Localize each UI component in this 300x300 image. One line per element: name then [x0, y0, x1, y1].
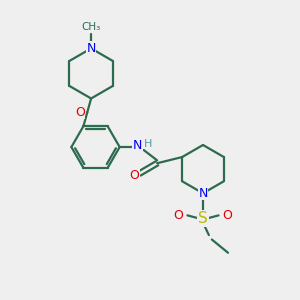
Text: O: O [223, 209, 232, 222]
Text: CH₃: CH₃ [82, 22, 101, 32]
Text: S: S [198, 211, 208, 226]
Text: O: O [129, 169, 139, 182]
Text: O: O [75, 106, 85, 119]
Text: N: N [198, 187, 208, 200]
Text: N: N [86, 42, 96, 55]
Text: H: H [144, 139, 152, 148]
Text: O: O [174, 209, 184, 222]
Text: N: N [133, 139, 142, 152]
